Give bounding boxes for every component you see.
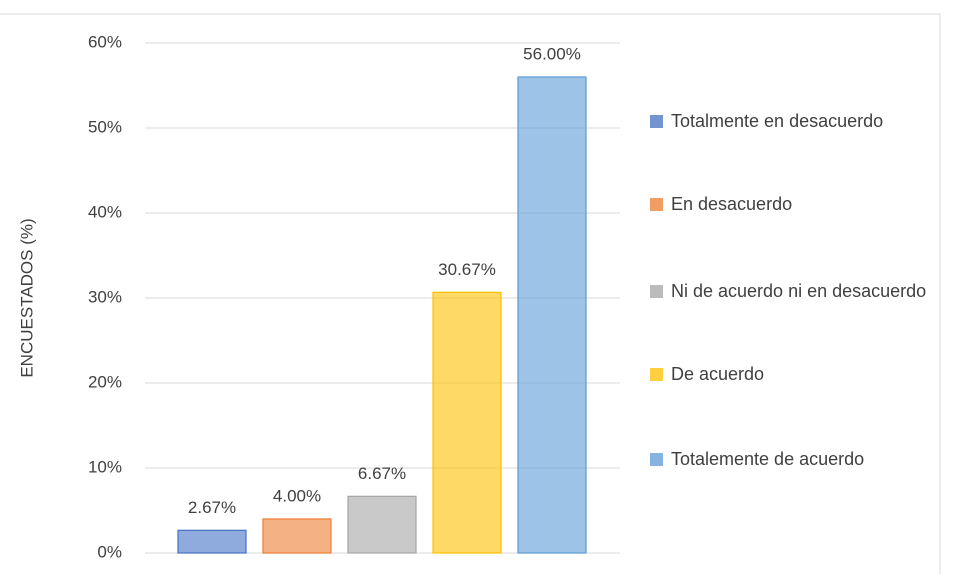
legend-item: De acuerdo — [650, 361, 940, 388]
frame — [0, 13, 941, 574]
y-tick-label: 20% — [88, 372, 122, 391]
legend-item: Totalemente de acuerdo — [650, 446, 940, 473]
y-tick-label: 40% — [88, 202, 122, 221]
bar — [177, 529, 247, 554]
legend-label: Totalmente en desacuerdo — [671, 111, 884, 131]
y-tick-label: 60% — [88, 32, 122, 51]
bar — [432, 291, 502, 554]
value-label: 30.67% — [438, 260, 496, 279]
legend-swatch — [650, 115, 663, 128]
legend-swatch — [650, 368, 663, 381]
value-label: 4.00% — [273, 486, 321, 505]
y-tick-label: 30% — [88, 287, 122, 306]
legend-item: Totalmente en desacuerdo — [650, 108, 940, 135]
legend-label: Totalemente de acuerdo — [671, 449, 865, 469]
value-label: 6.67% — [358, 464, 406, 483]
bar — [262, 518, 332, 554]
bar — [517, 76, 587, 554]
legend-swatch — [650, 198, 663, 211]
legend-label: Ni de acuerdo ni en desacuerdo — [671, 281, 927, 301]
y-axis-label: ENCUESTADOS (%) — [17, 218, 36, 377]
y-tick-label: 10% — [88, 457, 122, 476]
legend-swatch — [650, 453, 663, 466]
y-tick-label: 50% — [88, 117, 122, 136]
legend-label: En desacuerdo — [671, 194, 793, 214]
legend-swatch — [650, 285, 663, 298]
legend-item: En desacuerdo — [650, 191, 940, 218]
bar — [347, 495, 417, 554]
y-tick-label: 0% — [97, 542, 122, 561]
legend-label: De acuerdo — [671, 364, 765, 384]
legend-item: Ni de acuerdo ni en desacuerdo — [650, 278, 940, 305]
value-label: 2.67% — [188, 498, 236, 517]
value-label: 56.00% — [523, 44, 581, 63]
